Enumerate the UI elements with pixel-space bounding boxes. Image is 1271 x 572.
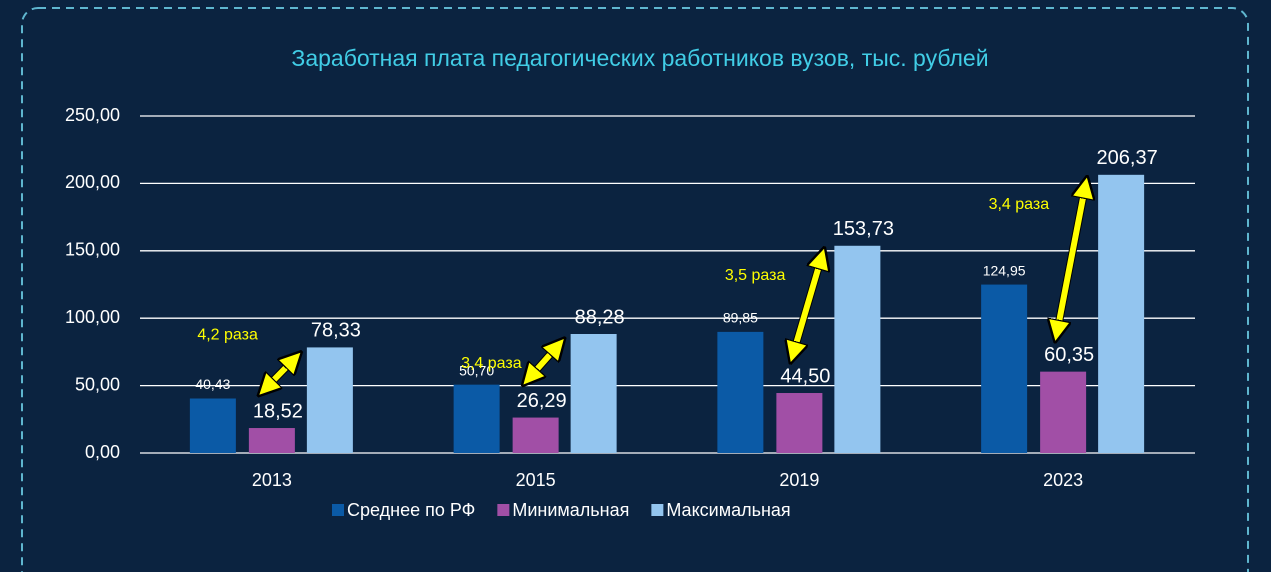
y-tick-label: 100,00 <box>65 307 120 327</box>
value-label: 124,95 <box>983 262 1026 278</box>
legend-label: Среднее по РФ <box>347 500 475 520</box>
bar <box>189 398 236 453</box>
ratio-label: 3,4 раза <box>461 355 522 372</box>
bar <box>834 245 881 453</box>
value-label: 18,52 <box>253 400 303 422</box>
x-tick-label: 2019 <box>779 470 819 490</box>
legend-swatch <box>332 504 344 516</box>
ratio-label: 3,4 раза <box>989 196 1050 213</box>
value-label: 50,70 <box>459 362 494 378</box>
ratio-arrow <box>1057 187 1085 332</box>
y-tick-label: 50,00 <box>75 374 120 394</box>
bar <box>570 333 617 453</box>
bar <box>306 347 353 453</box>
bar <box>512 417 559 453</box>
bar <box>717 331 764 453</box>
bar <box>453 384 500 453</box>
y-tick-label: 150,00 <box>65 240 120 260</box>
ratio-label: 3,5 раза <box>725 267 786 284</box>
y-tick-label: 250,00 <box>65 105 120 125</box>
ratio-label: 4,2 раза <box>197 327 258 344</box>
bar <box>981 284 1028 453</box>
value-label: 89,85 <box>723 310 758 326</box>
x-tick-label: 2013 <box>252 470 292 490</box>
value-label: 40,43 <box>195 376 230 392</box>
bar <box>776 393 823 453</box>
x-tick-label: 2015 <box>516 470 556 490</box>
ratio-arrow <box>530 346 558 378</box>
value-label: 153,73 <box>833 218 894 240</box>
value-label: 60,35 <box>1044 344 1094 366</box>
value-label: 44,50 <box>780 365 830 387</box>
legend-swatch <box>497 504 510 516</box>
bar <box>248 428 295 453</box>
value-label: 26,29 <box>517 390 567 412</box>
bar <box>1040 371 1087 453</box>
x-tick-label: 2023 <box>1043 470 1083 490</box>
legend-label: Минимальная <box>512 500 629 520</box>
value-label: 88,28 <box>575 306 625 328</box>
ratio-arrow <box>266 359 294 388</box>
ratio-arrow <box>793 258 821 353</box>
value-label: 206,37 <box>1097 147 1158 169</box>
chart-title: Заработная плата педагогических работник… <box>291 45 988 71</box>
value-label: 78,33 <box>311 320 361 342</box>
y-tick-label: 200,00 <box>65 172 120 192</box>
legend-label: Максимальная <box>666 500 790 520</box>
y-tick-label: 0,00 <box>85 442 120 462</box>
legend-swatch <box>651 504 664 516</box>
bar <box>1098 174 1145 453</box>
